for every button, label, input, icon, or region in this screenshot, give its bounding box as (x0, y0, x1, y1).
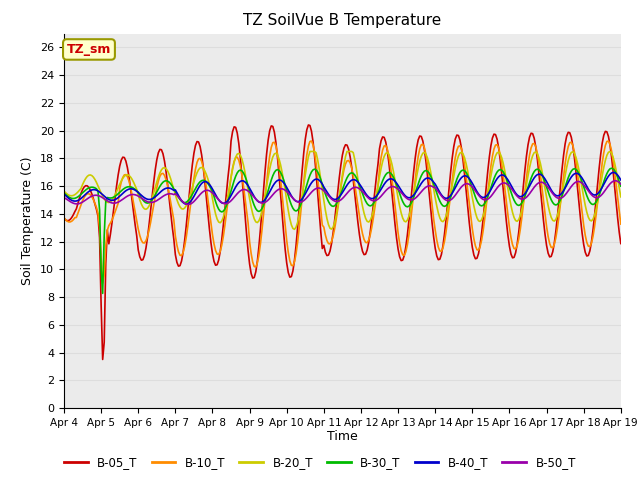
B-05_T (305, 122, 312, 128)
B-50_T (410, 196, 417, 202)
B-30_T (550, 202, 558, 207)
B-10_T (60, 215, 68, 220)
B-05_T (60, 215, 68, 221)
B-50_T (550, 192, 558, 198)
B-30_T (379, 178, 387, 184)
B-05_T (380, 134, 388, 140)
B-20_T (291, 227, 298, 232)
Legend: B-05_T, B-10_T, B-20_T, B-30_T, B-40_T, B-50_T: B-05_T, B-10_T, B-20_T, B-30_T, B-40_T, … (60, 452, 580, 474)
B-20_T (552, 216, 559, 222)
B-40_T (550, 191, 558, 197)
B-40_T (397, 187, 405, 193)
B-05_T (76, 195, 83, 201)
B-30_T (60, 190, 68, 196)
B-40_T (164, 185, 172, 191)
B-10_T (99, 280, 106, 286)
B-30_T (76, 193, 83, 199)
Line: B-20_T: B-20_T (64, 152, 621, 229)
B-10_T (617, 221, 625, 227)
Line: B-05_T: B-05_T (64, 125, 621, 360)
Line: B-30_T: B-30_T (64, 168, 621, 293)
X-axis label: Time: Time (327, 431, 358, 444)
B-50_T (379, 192, 387, 197)
B-40_T (609, 169, 617, 175)
B-10_T (380, 143, 388, 149)
B-50_T (617, 181, 625, 187)
B-10_T (399, 252, 406, 258)
B-50_T (397, 190, 405, 195)
B-50_T (184, 202, 191, 207)
B-30_T (617, 183, 625, 189)
B-05_T (99, 357, 106, 362)
B-40_T (617, 177, 625, 183)
Line: B-50_T: B-50_T (64, 181, 621, 204)
Text: TZ_sm: TZ_sm (67, 43, 111, 56)
Line: B-10_T: B-10_T (64, 141, 621, 283)
B-50_T (60, 195, 68, 201)
B-50_T (164, 191, 172, 197)
B-20_T (617, 194, 625, 200)
B-20_T (380, 154, 388, 159)
B-20_T (76, 187, 83, 193)
B-20_T (306, 149, 314, 155)
B-40_T (76, 197, 83, 203)
B-30_T (608, 165, 616, 171)
B-05_T (399, 257, 406, 263)
B-30_T (410, 195, 417, 201)
Line: B-40_T: B-40_T (64, 172, 621, 204)
B-20_T (164, 168, 172, 174)
B-10_T (412, 177, 419, 183)
B-50_T (611, 178, 618, 184)
B-40_T (379, 184, 387, 190)
B-30_T (397, 195, 405, 201)
B-40_T (410, 192, 417, 198)
Y-axis label: Soil Temperature (C): Soil Temperature (C) (22, 156, 35, 285)
B-10_T (552, 235, 559, 240)
B-05_T (552, 228, 559, 234)
B-05_T (617, 240, 625, 246)
B-30_T (99, 290, 106, 296)
B-10_T (165, 191, 173, 196)
B-20_T (412, 182, 419, 188)
B-50_T (76, 201, 83, 206)
B-05_T (165, 196, 173, 202)
B-10_T (76, 206, 83, 212)
Title: TZ SoilVue B Temperature: TZ SoilVue B Temperature (243, 13, 442, 28)
B-40_T (182, 201, 190, 207)
B-20_T (399, 215, 406, 221)
B-30_T (165, 179, 173, 185)
B-05_T (412, 156, 419, 162)
B-40_T (60, 191, 68, 197)
B-10_T (308, 138, 316, 144)
B-20_T (60, 188, 68, 194)
